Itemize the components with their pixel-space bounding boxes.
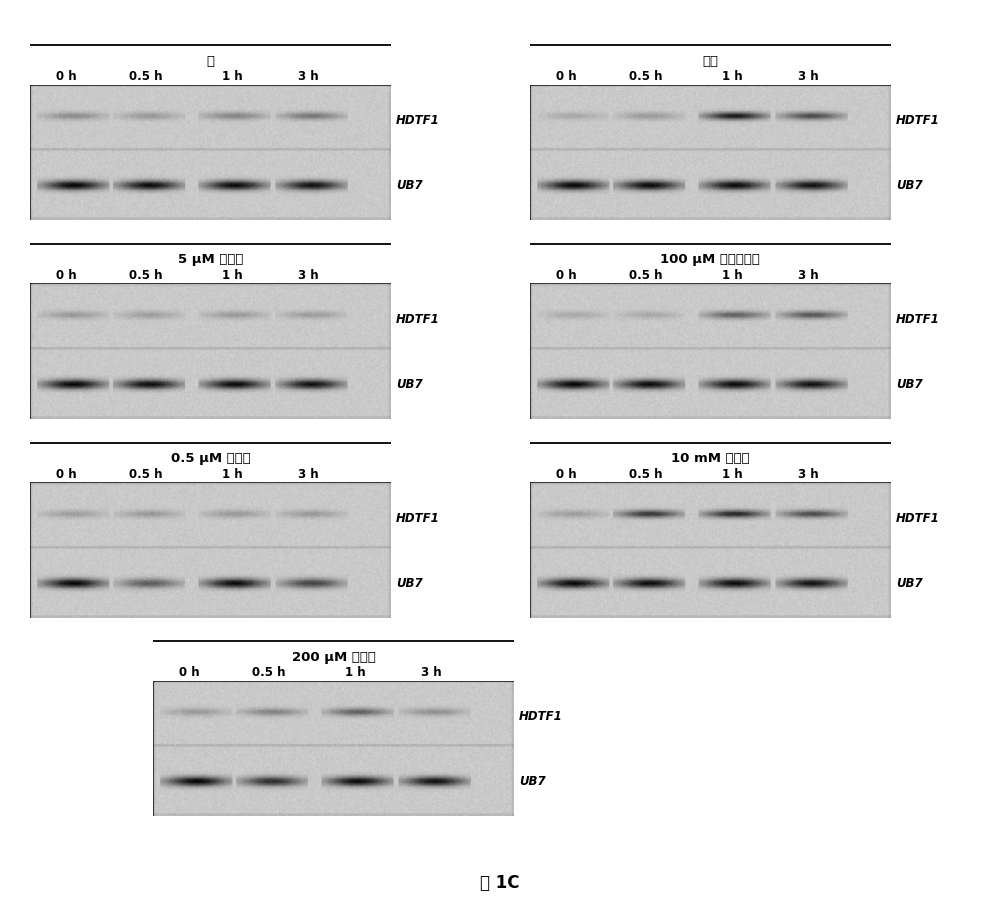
Text: 1 h: 1 h — [722, 70, 742, 83]
Text: 1 h: 1 h — [222, 70, 242, 83]
Text: HDTF1: HDTF1 — [396, 115, 440, 127]
Text: 5 μM 生长素: 5 μM 生长素 — [178, 253, 243, 266]
Text: 0.5 h: 0.5 h — [629, 269, 662, 281]
Text: 0 h: 0 h — [56, 269, 76, 281]
Text: UB7: UB7 — [396, 378, 422, 391]
Text: 0.5 h: 0.5 h — [252, 666, 285, 678]
Text: 水: 水 — [206, 54, 214, 68]
Text: 3 h: 3 h — [421, 666, 441, 678]
Text: 0 h: 0 h — [556, 269, 576, 281]
Text: 0 h: 0 h — [556, 467, 576, 480]
Text: 1 h: 1 h — [722, 269, 742, 281]
Text: 0 h: 0 h — [56, 467, 76, 480]
Text: HDTF1: HDTF1 — [519, 710, 563, 723]
Text: 0.5 h: 0.5 h — [629, 70, 662, 83]
Text: 1 h: 1 h — [222, 269, 242, 281]
Text: UB7: UB7 — [896, 378, 922, 391]
Text: 0 h: 0 h — [556, 70, 576, 83]
Text: UB7: UB7 — [519, 775, 546, 787]
Text: 0.5 h: 0.5 h — [129, 269, 162, 281]
Text: 0 h: 0 h — [179, 666, 200, 678]
Text: 0 h: 0 h — [56, 70, 76, 83]
Text: 3 h: 3 h — [298, 269, 318, 281]
Text: 10 mM 水杨酸: 10 mM 水杨酸 — [671, 451, 750, 465]
Text: 3 h: 3 h — [298, 467, 318, 480]
Text: 3 h: 3 h — [798, 467, 818, 480]
Text: HDTF1: HDTF1 — [396, 511, 440, 524]
Text: 100 μM 茅莉酸甲酯: 100 μM 茅莉酸甲酯 — [660, 253, 760, 266]
Text: UB7: UB7 — [896, 179, 922, 192]
Text: 1 h: 1 h — [222, 467, 242, 480]
Text: 0.5 h: 0.5 h — [629, 467, 662, 480]
Text: HDTF1: HDTF1 — [896, 511, 940, 524]
Text: 0.5 h: 0.5 h — [129, 70, 162, 83]
Text: 3 h: 3 h — [298, 70, 318, 83]
Text: UB7: UB7 — [896, 576, 922, 589]
Text: 3 h: 3 h — [798, 70, 818, 83]
Text: UB7: UB7 — [396, 576, 422, 589]
Text: HDTF1: HDTF1 — [896, 115, 940, 127]
Text: HDTF1: HDTF1 — [396, 313, 440, 326]
Text: UB7: UB7 — [396, 179, 422, 192]
Text: HDTF1: HDTF1 — [896, 313, 940, 326]
Text: 3 h: 3 h — [798, 269, 818, 281]
Text: 图 1C: 图 1C — [480, 873, 520, 891]
Text: 0.5 h: 0.5 h — [129, 467, 162, 480]
Text: 1 h: 1 h — [722, 467, 742, 480]
Text: 乙醇: 乙醇 — [702, 54, 718, 68]
Text: 200 μM 乙烯利: 200 μM 乙烯利 — [292, 649, 376, 663]
Text: 1 h: 1 h — [345, 666, 366, 678]
Text: 0.5 μM 赤鈴素: 0.5 μM 赤鈴素 — [171, 451, 250, 465]
